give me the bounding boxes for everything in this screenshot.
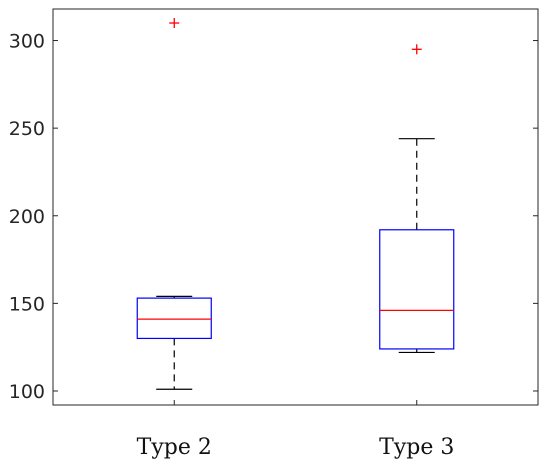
box-series <box>136 18 455 405</box>
y-axis: 100 150 200 250 300 <box>9 31 538 403</box>
y-tick-label: 300 <box>9 31 45 53</box>
outlier-marker <box>169 18 180 29</box>
y-tick-label: 100 <box>9 381 45 403</box>
y-tick-label: 200 <box>9 206 45 228</box>
interquartile-box <box>136 297 212 340</box>
x-axis: Type 2 Type 3 <box>137 435 455 460</box>
box-type-2 <box>136 18 212 405</box>
interquartile-box <box>379 229 455 350</box>
x-tick-label: Type 2 <box>137 435 212 460</box>
outlier-marker <box>411 44 422 55</box>
x-tick-label: Type 3 <box>379 435 454 460</box>
plot-area <box>52 8 539 406</box>
y-tick-label: 150 <box>9 293 45 315</box>
y-tick-label: 250 <box>9 118 45 140</box>
box-type-3 <box>379 44 455 405</box>
